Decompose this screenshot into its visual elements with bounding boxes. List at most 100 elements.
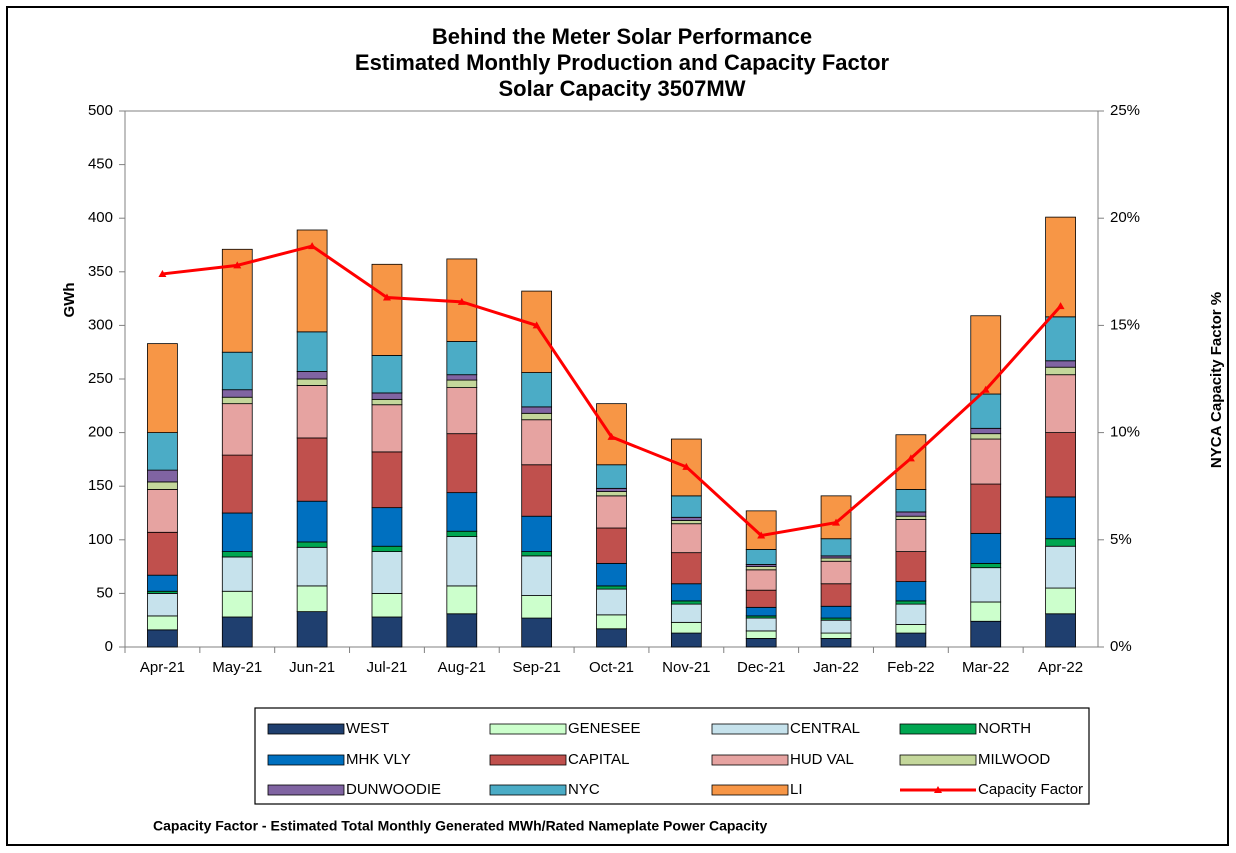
- line-marker: [607, 432, 616, 440]
- y-tick-label: 450: [88, 156, 113, 173]
- bar-segment: [221, 396, 253, 405]
- legend-swatch: [267, 754, 345, 766]
- bar-segment: [745, 549, 777, 565]
- bar-segment: [670, 632, 702, 648]
- y-axis-label: GWh: [61, 283, 78, 318]
- y-tick-label: 50: [96, 584, 113, 601]
- bar-segment: [221, 454, 253, 514]
- bar-segment: [970, 427, 1002, 435]
- bar-segment: [1045, 613, 1076, 648]
- bar-segment: [895, 603, 927, 625]
- footnote: Capacity Factor - Estimated Total Monthl…: [153, 818, 768, 834]
- x-tick-label: Oct-21: [589, 659, 634, 676]
- y-tick-label: 100: [88, 531, 113, 548]
- legend-swatch: [711, 723, 789, 735]
- bar-segment: [446, 374, 478, 381]
- legend-label: NORTH: [978, 720, 1031, 737]
- bar-segment: [296, 437, 328, 502]
- bar-segment: [895, 632, 927, 648]
- bar-segment: [521, 412, 553, 421]
- y2-axis-label: NYCA Capacity Factor %: [1208, 292, 1225, 468]
- bar-segment: [221, 590, 253, 618]
- bar-segment: [970, 532, 1002, 564]
- y-tick-label: 250: [88, 370, 113, 387]
- y2-tick-label: 10%: [1110, 424, 1140, 441]
- bar-segment: [446, 341, 478, 376]
- bar-segment: [371, 507, 403, 547]
- y-tick-label: 150: [88, 477, 113, 494]
- x-tick-label: Jul-21: [367, 659, 408, 676]
- bar-segment: [371, 616, 403, 648]
- bar-segment: [1045, 316, 1076, 362]
- legend-swatch: [267, 784, 345, 796]
- bar-segment: [670, 600, 702, 605]
- bar-segment: [147, 343, 178, 433]
- bar-segment: [446, 530, 478, 537]
- bar-segment: [895, 515, 927, 520]
- bar-segment: [371, 404, 403, 453]
- bar-segment: [970, 433, 1002, 440]
- bar-segment: [745, 589, 777, 608]
- legend-label: NYC: [568, 781, 600, 798]
- line-marker: [532, 321, 541, 329]
- line-marker: [757, 531, 766, 539]
- bar-segment: [670, 583, 702, 602]
- legend-swatch: [489, 754, 567, 766]
- legend-swatch: [489, 784, 567, 796]
- y-tick-label: 400: [88, 209, 113, 226]
- bar-segment: [446, 536, 478, 587]
- x-tick-label: Mar-22: [962, 659, 1010, 676]
- legend-label: Capacity Factor: [978, 781, 1083, 798]
- bar-segment: [970, 438, 1002, 485]
- bar-segment: [221, 512, 253, 552]
- bar-segment: [670, 520, 702, 525]
- bar-segment: [1045, 366, 1076, 376]
- bar-segment: [371, 545, 403, 552]
- bar-segment: [221, 351, 253, 391]
- line-marker: [832, 518, 841, 526]
- y2-tick-label: 15%: [1110, 316, 1140, 333]
- bar-segment: [895, 434, 927, 490]
- bar-segment: [371, 398, 403, 406]
- x-tick-label: Apr-21: [140, 659, 185, 676]
- bar-segment: [221, 389, 253, 398]
- bar-segment: [895, 581, 927, 602]
- line-marker: [457, 297, 466, 305]
- bar-segment: [1045, 545, 1076, 589]
- bar-segment: [521, 372, 553, 408]
- bar-segment: [521, 595, 553, 619]
- bar-segment: [221, 551, 253, 558]
- bar-segment: [371, 355, 403, 394]
- bar-segment: [820, 619, 852, 634]
- bar-segment: [147, 481, 178, 490]
- x-tick-label: Aug-21: [438, 659, 486, 676]
- y2-tick-label: 5%: [1110, 531, 1132, 548]
- bar-segment: [820, 605, 852, 619]
- bar-segment: [147, 574, 178, 592]
- bar-segment: [521, 464, 553, 517]
- bar-segment: [820, 495, 852, 540]
- line-marker: [382, 293, 391, 301]
- line-marker: [158, 269, 167, 277]
- bar-segment: [446, 585, 478, 615]
- bar-segment: [596, 491, 627, 497]
- bar-segment: [745, 617, 777, 632]
- bar-segment: [446, 387, 478, 435]
- x-tick-label: May-21: [212, 659, 262, 676]
- bar-segment: [745, 606, 777, 617]
- bar-segment: [521, 551, 553, 557]
- bar-segment: [371, 392, 403, 400]
- legend-label: MILWOOD: [978, 751, 1050, 768]
- y-tick-label: 300: [88, 316, 113, 333]
- bar-segment: [296, 611, 328, 648]
- bar-segment: [596, 562, 627, 587]
- bar-segment: [670, 552, 702, 585]
- y-tick-label: 500: [88, 102, 113, 119]
- bar-segment: [296, 541, 328, 548]
- line-marker: [682, 462, 691, 470]
- bar-segment: [221, 403, 253, 456]
- bar-segment: [895, 511, 927, 517]
- bar-segment: [1045, 432, 1076, 498]
- bar-segment: [296, 371, 328, 380]
- x-tick-label: Feb-22: [887, 659, 935, 676]
